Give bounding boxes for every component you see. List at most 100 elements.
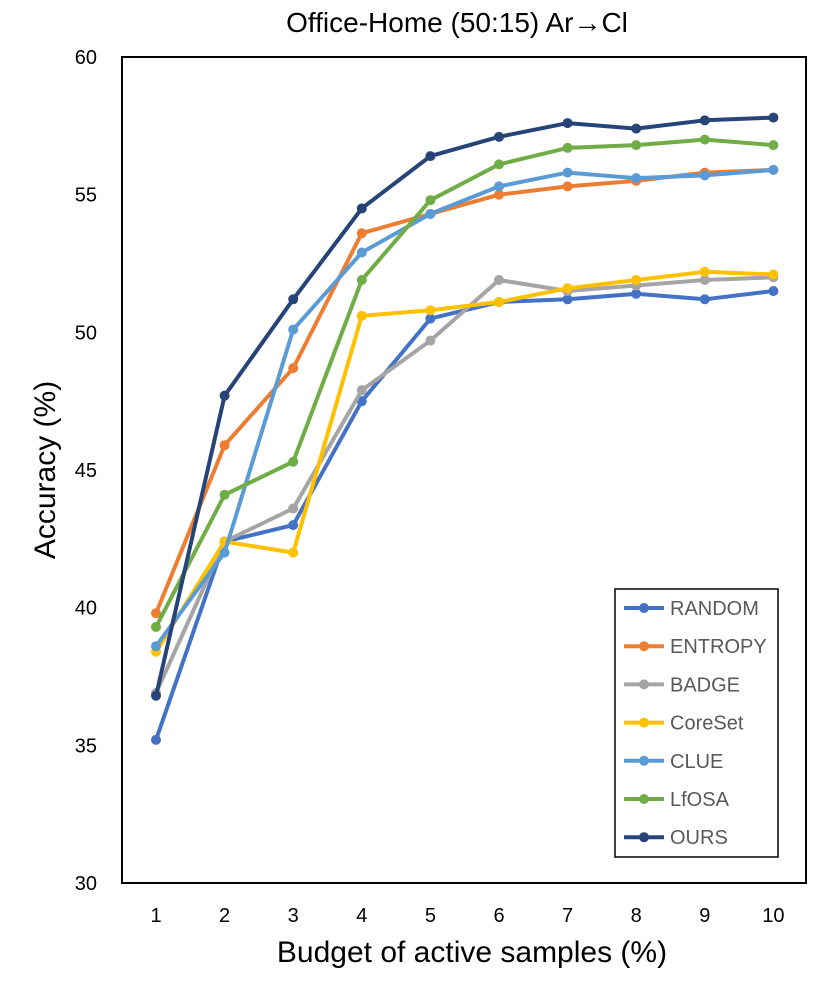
legend-entry-lfosa: LfOSA [624, 789, 730, 811]
data-point-random [425, 313, 436, 324]
data-point-badge [425, 335, 436, 346]
y-tick-label: 40 [75, 598, 97, 620]
data-point-random [151, 734, 161, 745]
data-point-clue [562, 167, 573, 178]
legend-entry-clue: CLUE [624, 751, 723, 773]
series-ours [151, 112, 779, 701]
legend-label: RANDOM [670, 598, 759, 620]
data-point-clue [356, 247, 367, 258]
legend-swatch-marker [639, 679, 649, 690]
x-tick-label: 5 [425, 905, 436, 927]
data-point-badge [699, 275, 710, 286]
data-point-ours [151, 690, 161, 701]
x-tick-label: 4 [356, 905, 367, 927]
data-point-entropy [151, 608, 161, 619]
data-point-clue [219, 547, 230, 558]
data-point-ours [356, 203, 367, 214]
legend: RANDOM ENTROPY BADGE CoreSet CLUE LfOSA OURS [614, 588, 779, 858]
legend-label: LfOSA [670, 789, 730, 811]
series-line-badge [154, 275, 776, 695]
legend-entry-coreset: CoreSet [624, 713, 744, 735]
x-tick-label: 1 [150, 905, 161, 927]
data-point-lfosa [356, 275, 367, 286]
data-point-badge [494, 275, 504, 286]
x-tick-label: 10 [762, 905, 784, 927]
data-point-random [699, 294, 710, 305]
data-point-coreset [562, 283, 573, 294]
legend-label: BADGE [670, 674, 740, 696]
data-point-badge [356, 385, 367, 396]
data-point-coreset [494, 297, 504, 308]
y-tick-label: 60 [75, 47, 97, 69]
data-point-ours [219, 390, 230, 401]
data-point-lfosa [425, 195, 436, 206]
x-tick-label: 6 [493, 905, 504, 927]
data-point-coreset [288, 547, 299, 558]
legend-label: CLUE [670, 751, 723, 773]
legend-swatch-marker [639, 755, 649, 766]
data-point-clue [494, 181, 504, 192]
series-layer [151, 112, 779, 745]
legend-entry-badge: BADGE [624, 674, 740, 696]
legend-swatch-marker [639, 717, 649, 728]
data-point-lfosa [768, 140, 779, 151]
data-point-clue [288, 324, 299, 335]
data-point-lfosa [494, 159, 504, 170]
legend-swatch-marker [639, 641, 649, 652]
legend-label: ENTROPY [670, 636, 767, 658]
data-point-coreset [631, 275, 642, 286]
series-entropy [151, 164, 779, 619]
data-point-lfosa [631, 140, 642, 151]
data-point-clue [425, 208, 436, 219]
series-clue [151, 164, 779, 652]
data-point-coreset [768, 269, 779, 280]
x-tick-label: 3 [288, 905, 299, 927]
data-point-random [631, 288, 642, 299]
x-tick-label: 8 [631, 905, 642, 927]
data-point-ours [699, 115, 710, 126]
x-tick-label: 2 [219, 905, 230, 927]
x-axis-ticks: 1 2 3 4 5 6 7 8 9 10 [150, 905, 784, 927]
data-point-random [768, 286, 779, 297]
y-tick-label: 50 [75, 322, 97, 344]
data-point-ours [425, 151, 436, 162]
data-point-clue [631, 173, 642, 184]
y-axis-ticks: 30 35 40 45 50 55 60 [75, 47, 97, 895]
series-line-lfosa [154, 137, 776, 629]
y-axis-label: Accuracy (%) [29, 381, 62, 559]
data-point-clue [151, 641, 161, 652]
data-point-lfosa [288, 456, 299, 467]
data-point-lfosa [151, 621, 161, 632]
data-point-random [288, 520, 299, 531]
x-tick-label: 7 [562, 905, 573, 927]
data-point-coreset [699, 266, 710, 277]
series-line-coreset [154, 269, 776, 654]
series-line-ours [154, 115, 776, 698]
legend-label: CoreSet [670, 713, 744, 735]
data-point-ours [288, 294, 299, 305]
data-point-lfosa [219, 489, 230, 500]
data-point-ours [631, 123, 642, 134]
legend-swatch-marker [639, 603, 649, 613]
data-point-ours [562, 118, 573, 129]
y-tick-label: 55 [75, 185, 97, 207]
data-point-random [356, 396, 367, 407]
legend-swatch-marker [639, 832, 649, 843]
legend-entry-ours: OURS [624, 827, 728, 849]
data-point-lfosa [699, 134, 710, 145]
legend-entry-random: RANDOM [624, 598, 759, 620]
data-point-clue [699, 170, 710, 181]
legend-entry-entropy: ENTROPY [624, 636, 767, 658]
y-tick-label: 30 [75, 873, 97, 895]
series-lfosa [151, 134, 779, 632]
data-point-coreset [425, 305, 436, 316]
data-point-random [562, 294, 573, 305]
x-axis-label: Budget of active samples (%) [277, 936, 667, 969]
y-tick-label: 45 [75, 460, 97, 482]
data-point-clue [768, 164, 779, 175]
data-point-ours [494, 131, 504, 142]
chart-title: Office-Home (50:15) Ar→Cl [286, 7, 628, 38]
data-point-entropy [219, 440, 230, 451]
data-point-badge [288, 503, 299, 514]
